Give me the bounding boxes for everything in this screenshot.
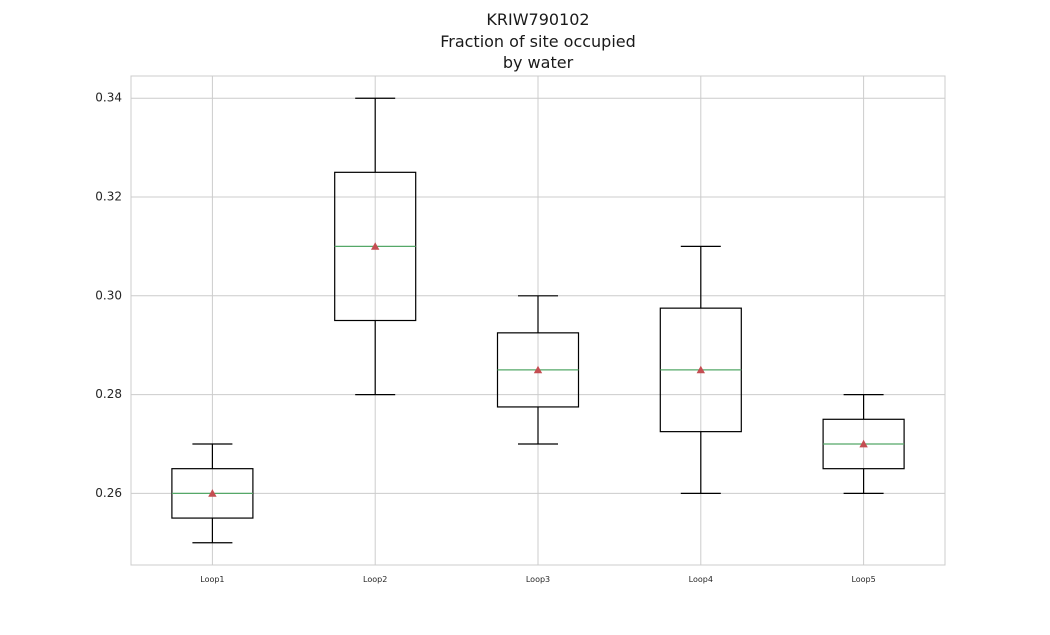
x-tick-label: Loop2 [363,575,387,584]
box-loop4 [659,245,742,494]
mean-marker [859,439,868,448]
mean-marker [696,365,705,374]
x-tick-label: Loop5 [851,575,875,584]
chart-title-line-3: by water [503,53,574,72]
box-loop3 [496,295,580,445]
box-loop2 [334,97,417,396]
y-tick-label: 0.28 [95,387,122,401]
mean-marker [533,365,543,374]
y-tick-label: 0.34 [95,91,122,105]
boxes [171,97,905,544]
chart-title-line-1: KRIW790102 [486,10,589,29]
chart-title-line-2: Fraction of site occupied [440,32,636,51]
y-tick-label: 0.26 [95,486,122,500]
y-tick-label: 0.32 [95,190,122,204]
x-tick-label: Loop4 [689,575,713,584]
box-loop5 [822,393,905,494]
x-tick-labels: Loop1 Loop2 Loop3 Loop4 Loop5 [200,575,875,584]
y-tick-label: 0.30 [95,288,122,302]
plot-frame [130,75,946,566]
mean-marker [371,242,380,250]
x-tick-label: Loop1 [200,575,224,584]
x-tick-label: Loop3 [526,575,550,584]
mean-marker [208,489,217,497]
chart-title: KRIW790102 Fraction of site occupied by … [440,10,636,72]
y-tick-labels: 0.26 0.28 0.30 0.32 0.34 [95,91,122,500]
box-loop1 [171,443,254,544]
